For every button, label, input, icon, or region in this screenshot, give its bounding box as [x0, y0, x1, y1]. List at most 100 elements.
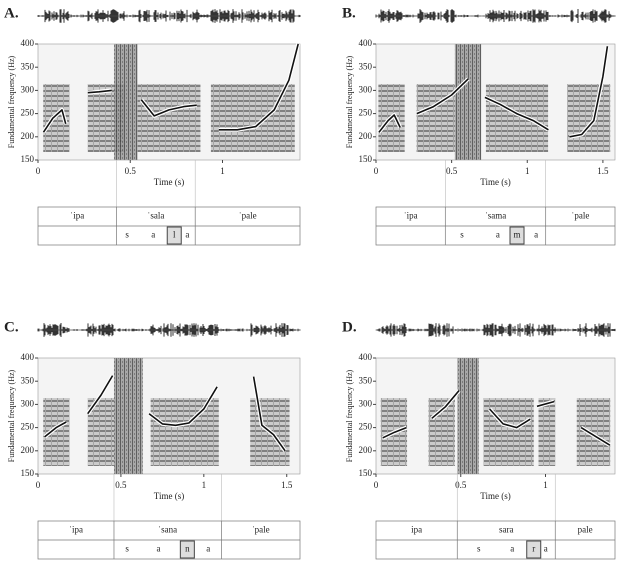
segment-label: a — [534, 230, 538, 240]
segment-label: a — [496, 230, 500, 240]
y-tick-label: 350 — [21, 375, 35, 385]
word-label: ˈsana — [158, 525, 177, 535]
x-tick-label: 0 — [374, 480, 379, 490]
pitch-line — [42, 43, 299, 133]
x-tick-label: 1.5 — [281, 480, 293, 490]
segment-label: s — [460, 230, 464, 240]
x-tick-label: 0 — [36, 166, 41, 176]
word-label: ˈpale — [239, 211, 257, 221]
y-tick-label: 300 — [21, 398, 35, 408]
segment-label: a — [151, 230, 155, 240]
spectrogram-voiced — [150, 398, 219, 466]
x-tick-label: 0.5 — [125, 166, 137, 176]
segment-label: a — [185, 230, 189, 240]
pitch-line — [378, 46, 609, 138]
y-tick-label: 200 — [359, 131, 373, 141]
y-tick-label: 200 — [359, 445, 373, 455]
y-tick-label: 300 — [21, 84, 35, 94]
y-tick-label: 150 — [359, 154, 373, 164]
word-label: ˈpale — [571, 211, 589, 221]
y-tick-label: 300 — [359, 398, 373, 408]
x-tick-label: 1.5 — [597, 166, 609, 176]
panel-label: C. — [4, 319, 19, 335]
word-label: ˈsama — [485, 211, 507, 221]
plot-frame — [37, 357, 301, 475]
y-axis-label: Fundamental frequency (Hz) — [345, 55, 354, 148]
y-tick-label: 400 — [21, 38, 35, 48]
plot-frame — [375, 43, 616, 161]
word-label: ˈipa — [70, 211, 84, 221]
x-axis-label: Time (s) — [480, 491, 510, 501]
word-label: ˈipa — [69, 525, 83, 535]
word-label: ˈsala — [147, 211, 164, 221]
plot-frame — [37, 43, 301, 161]
spectrogram-fricative — [113, 358, 143, 474]
pitch-line — [44, 375, 286, 452]
segment-highlight — [166, 226, 182, 245]
word-label: ipa — [411, 525, 422, 535]
x-tick-label: 1 — [202, 480, 207, 490]
x-tick-label: 1 — [220, 166, 225, 176]
y-tick-label: 200 — [21, 131, 35, 141]
segment-label: a — [544, 544, 548, 554]
word-label: ˈpale — [252, 525, 270, 535]
y-axis-label: Fundamental frequency (Hz) — [7, 55, 16, 148]
x-tick-label: 1 — [525, 166, 530, 176]
x-tick-label: 0 — [36, 480, 41, 490]
segment-highlight — [509, 226, 525, 245]
spectrogram-voiced — [43, 398, 70, 466]
segment-label: a — [206, 544, 210, 554]
y-tick-label: 250 — [359, 422, 373, 432]
segment-label: a — [157, 544, 161, 554]
segment-label: l — [173, 230, 176, 240]
segment-label: m — [514, 230, 521, 240]
segment-label: a — [510, 544, 514, 554]
segment-label: s — [125, 544, 129, 554]
y-tick-label: 150 — [21, 154, 35, 164]
spectrogram-voiced — [416, 84, 455, 152]
x-axis-label: Time (s) — [154, 491, 184, 501]
spectrogram-voiced — [485, 84, 549, 152]
x-tick-label: 0.5 — [455, 480, 467, 490]
segment-label: s — [477, 544, 481, 554]
y-tick-label: 350 — [359, 375, 373, 385]
y-tick-label: 150 — [21, 468, 35, 478]
x-tick-label: 0.5 — [115, 480, 127, 490]
y-tick-label: 250 — [21, 108, 35, 118]
word-label: ˈipa — [404, 211, 418, 221]
pitch-line — [382, 389, 611, 446]
panel-label: B. — [342, 5, 356, 21]
x-tick-label: 0 — [374, 166, 379, 176]
y-tick-label: 300 — [359, 84, 373, 94]
y-tick-label: 250 — [359, 108, 373, 118]
spectrogram-voiced — [576, 398, 611, 466]
x-tick-label: 1 — [543, 480, 548, 490]
panel-label: D. — [342, 319, 357, 335]
y-tick-label: 150 — [359, 468, 373, 478]
y-tick-label: 350 — [21, 61, 35, 71]
y-tick-label: 250 — [21, 422, 35, 432]
spectrogram-fricative — [454, 44, 482, 160]
y-tick-label: 400 — [21, 352, 35, 362]
y-axis-label: Fundamental frequency (Hz) — [7, 369, 16, 462]
x-axis-label: Time (s) — [480, 177, 510, 187]
panel-label: A. — [4, 5, 19, 21]
y-tick-label: 200 — [21, 445, 35, 455]
y-tick-label: 350 — [359, 61, 373, 71]
spectrogram-voiced — [137, 84, 201, 152]
y-tick-label: 400 — [359, 38, 373, 48]
y-tick-label: 400 — [359, 352, 373, 362]
segment-label: n — [185, 544, 190, 554]
spectrogram-fricative — [457, 358, 479, 474]
word-label: pale — [578, 525, 593, 535]
x-tick-label: 0.5 — [446, 166, 458, 176]
segment-label: r — [532, 544, 535, 554]
x-axis-label: Time (s) — [154, 177, 184, 187]
word-label: sara — [499, 525, 514, 535]
segment-label: s — [125, 230, 129, 240]
spectrogram-fricative — [113, 44, 138, 160]
y-axis-label: Fundamental frequency (Hz) — [345, 369, 354, 462]
spectrogram-voiced — [567, 84, 611, 152]
segment-highlight — [526, 540, 542, 559]
